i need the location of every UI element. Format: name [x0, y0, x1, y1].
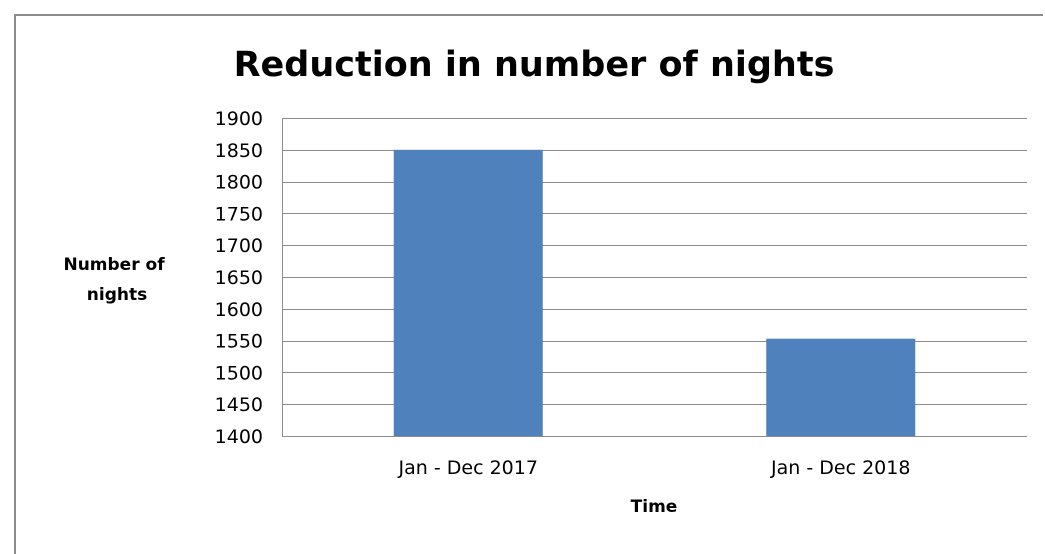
y-tick-label-1450: 1450: [215, 394, 263, 416]
y-tick-label-1550: 1550: [215, 331, 263, 353]
bars: [393, 149, 916, 437]
y-axis-title-line-2: nights: [87, 285, 147, 305]
x-axis-title: Time: [631, 497, 678, 517]
y-tick-label-1800: 1800: [215, 172, 263, 194]
y-tick-label-1750: 1750: [215, 203, 263, 225]
y-tick-label-1400: 1400: [215, 426, 263, 448]
y-tick-labels: 1400 1450 1500 1550 1600 1650 1700 1750 1800 1850…: [215, 108, 263, 448]
bar-chart: Reduction in number of nights 1400 1450 15…: [63, 45, 1027, 517]
y-tick-label-1600: 1600: [215, 299, 263, 321]
x-tick-label-1: Jan - Dec 2017: [398, 457, 538, 479]
x-tick-labels: Jan - Dec 2017 Jan - Dec 2018: [398, 457, 911, 479]
y-axis-title: Number of nights: [63, 255, 170, 305]
chart-title: Reduction in number of nights: [234, 45, 835, 85]
bar-1: [393, 149, 543, 437]
y-axis-title-line-1: Number of: [63, 255, 165, 275]
y-tick-label-1850: 1850: [215, 140, 263, 162]
y-tick-label-1650: 1650: [215, 267, 263, 289]
x-tick-label-2: Jan - Dec 2018: [770, 457, 910, 479]
bar-2: [766, 338, 916, 436]
y-tick-label-1700: 1700: [215, 235, 263, 257]
y-tick-label-1500: 1500: [215, 362, 263, 384]
y-tick-label-1900: 1900: [215, 108, 263, 130]
